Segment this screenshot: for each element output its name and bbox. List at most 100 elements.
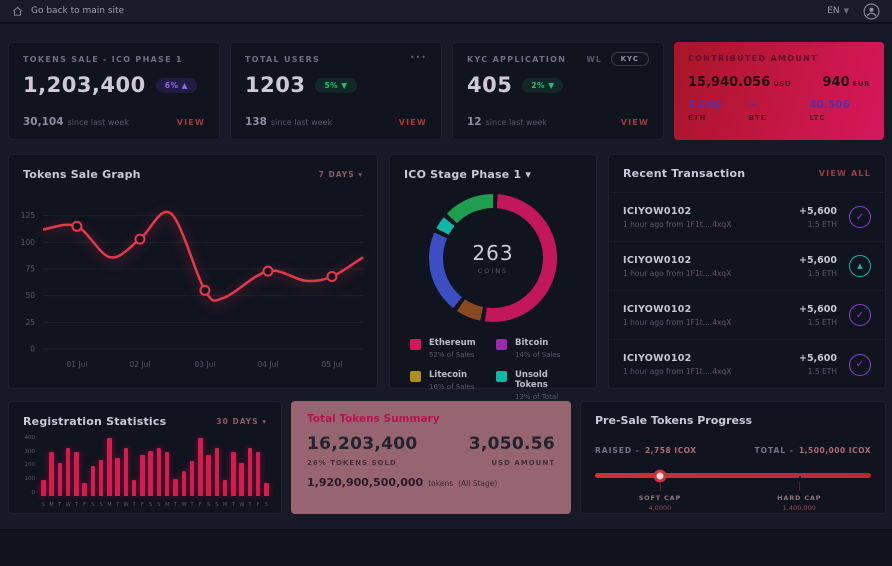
progress-track[interactable] [595,473,871,483]
data-point[interactable] [326,270,338,282]
registration-bar [148,451,153,496]
view-button[interactable]: VIEW [620,118,649,127]
registration-bar [247,448,253,496]
footer-strip [0,529,892,566]
total-value: 1,500,000 ICOX [798,446,871,455]
transaction-row[interactable]: ICIYOW0102 1 hour ago from 1F1t....4xqX … [609,193,885,242]
panel-title: Recent Transaction [623,167,746,180]
transaction-row[interactable]: ICIYOW0102 1 hour ago from 1F1t....4xqX … [609,242,885,291]
donut-legend: Ethereum 52% of Sales Bitcoin 14% of Sal… [410,338,582,409]
tokens-sale-value: 1,203,400 [23,73,146,97]
usd-amount-label: USD AMOUNT [491,459,555,467]
check-circle-icon[interactable]: ✓ [849,353,871,376]
legend-bitcoin: Bitcoin 14% of Sales [496,338,582,359]
trend-badge: 5% ▼ [315,77,357,93]
usd-amount: 15,940.056 [688,75,771,90]
ltc-label: LTC [809,114,826,122]
data-point[interactable] [71,220,83,232]
language-selector[interactable]: EN ▼ [827,6,849,16]
ethereum-swatch [410,339,421,350]
trend-badge: 2% ▼ [522,77,564,93]
registration-bar [140,455,145,496]
soft-cap-marker: SOFT CAP 4,0000 [639,494,681,512]
range-dropdown[interactable]: 7 DAYS ▾ [318,170,363,179]
back-to-main-site-link[interactable]: Go back to main site [12,6,124,17]
registration-bar [214,448,220,496]
tokens-sale-graph-panel: Tokens Sale Graph 7 DAYS ▾ 0 25 50 75 100 125… [8,154,378,389]
triangle-circle-icon[interactable]: ▲ [849,255,871,277]
svg-text:100: 100 [21,238,36,247]
svg-text:01 Jul: 01 Jul [66,360,87,369]
legend-label: Unsold Tokens [515,370,548,390]
range-dropdown[interactable]: 30 DAYS ▾ [216,417,267,426]
registration-bar [74,452,79,496]
transaction-row[interactable]: ICIYOW0102 1 hour ago from 1F1t....4xqX … [609,291,885,340]
transaction-id: ICIYOW0102 [623,303,692,315]
kyc-tab[interactable]: KYC [610,52,649,66]
tokens-sale-card: TOKENS SALE - ICO PHASE 1 1,203,400 6% ▲… [8,42,220,140]
view-all-button[interactable]: VIEW ALL [818,169,871,178]
view-button[interactable]: VIEW [176,118,205,127]
total-tokens-unit: tokens [428,479,454,488]
card-title: TOTAL USERS [245,55,321,64]
registration-bar [123,448,129,496]
registration-bar [131,480,137,496]
transaction-eth: 1.5 ETH [807,219,837,229]
legend-label: Ethereum [429,338,476,348]
kyc-application-card: KYC APPLICATION WL KYC 405 2% ▼ 12 since … [452,42,664,140]
check-circle-icon[interactable]: ✓ [849,206,871,228]
transaction-eth: 1.5 ETH [807,317,837,327]
ico-stage-panel: ICO Stage Phase 1 ▾ 263 COINS Ethereum 5… [389,154,597,409]
registration-bar [65,448,71,496]
registration-statistics-panel: Registration Statistics 30 DAYS ▾ 400 300… [8,401,282,514]
data-point[interactable] [199,284,211,296]
legend-ethereum: Ethereum 52% of Sales [410,338,496,359]
more-options-icon[interactable]: ••• [409,53,427,62]
soft-cap-tick [659,482,661,491]
registration-bar [206,455,211,496]
total-users-value: 1203 [245,73,306,97]
wallet-address: 1F1t....4xqX [685,268,732,278]
legend-label: Bitcoin [515,338,549,348]
bitcoin-swatch [496,339,507,350]
wallet-address: 1F1t....4xqX [685,317,732,327]
delta-label: since last week [485,118,547,127]
wallet-address: 1F1t....4xqX [685,367,732,376]
legend-litecoin: Litecoin 16% of Sales [410,370,496,409]
user-avatar-icon[interactable] [863,3,880,20]
check-circle-icon[interactable]: ✓ [849,304,871,326]
donut-center-label: COINS [477,267,509,275]
registration-bar [189,461,195,496]
transaction-amount: +5,600 [798,254,837,266]
tokens-sale-line-chart: 0 25 50 75 100 125 01 Jul 02 Jul 03 Jul 04 Jul 05 … [21,210,364,369]
btc-label: BTC [748,114,767,122]
view-button[interactable]: VIEW [398,118,427,127]
total-tokens-value: 1,920,900,500,000 [307,476,424,489]
soft-cap-label: SOFT CAP [638,494,682,502]
presale-progress-panel: Pre-Sale Tokens Progress RAISED - 2,758 … [580,401,886,514]
hard-cap-tick [799,482,801,491]
eur-unit: EUR [852,80,870,88]
progress-knob[interactable] [653,469,667,482]
ico-stage-dropdown[interactable]: ICO Stage Phase 1 ▾ [404,168,532,181]
data-point[interactable] [262,265,274,277]
transaction-row[interactable]: ICIYOW0102 1 hour ago from 1F1t....4xqX … [609,340,885,389]
registration-bar [57,463,63,496]
card-title: Total Tokens Summary [307,413,440,425]
ltc-amount: 40.506 [809,99,850,111]
wl-tab[interactable]: WL [586,54,602,64]
registration-bar [156,448,162,496]
registration-bar [239,463,244,496]
tokens-sold-value: 16,203,400 [307,434,418,454]
legend-sub: 16% of Sales [429,383,475,391]
total-tokens-summary-card: Total Tokens Summary 16,203,400 26% TOKE… [291,401,571,514]
delta-label: since last week [270,118,333,127]
language-label: EN [827,6,840,16]
svg-text:05 Jul: 05 Jul [321,360,342,369]
hard-cap-label: HARD CAP [777,494,822,502]
delta-value: 12 [467,116,482,128]
litecoin-swatch [410,371,421,382]
registration-bar [90,466,96,496]
data-point[interactable] [134,233,146,245]
